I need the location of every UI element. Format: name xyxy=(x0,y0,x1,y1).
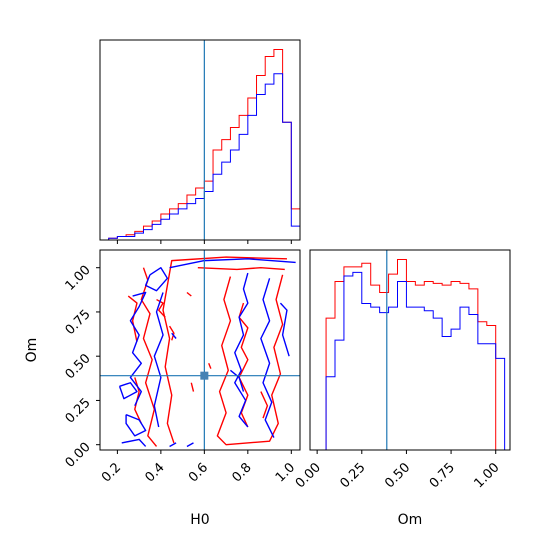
contour-blue-10 xyxy=(169,442,177,448)
contour-x-tick-label: 0.8 xyxy=(229,460,254,485)
om-marginal-x-tick-label: 0.50 xyxy=(382,460,413,491)
contour-red-11 xyxy=(208,363,212,369)
contour-blue-8 xyxy=(279,302,290,357)
h0-marginal-x-ticks xyxy=(116,240,292,244)
contour-frame xyxy=(99,249,301,451)
contour-red-4 xyxy=(197,267,285,271)
contour-blue-13 xyxy=(229,369,245,392)
contour-blue-0 xyxy=(144,267,169,292)
contour-x-axis-label: H0 xyxy=(190,512,209,528)
contour-x-tick-label: 0.6 xyxy=(186,460,211,485)
contour-blue-2 xyxy=(125,413,147,437)
om-marginal-x-tick-label: 0.75 xyxy=(427,460,458,491)
om-marginal-x-tick-label: 1.00 xyxy=(471,460,502,491)
contour-truth-point xyxy=(200,371,209,380)
contour-red-8 xyxy=(260,391,269,419)
h0-om-contour-panel: 0.2 0.4 0.6 0.8 1.0 0.000.250.500.751.00 H0 … xyxy=(24,249,301,528)
contour-y-tick-label: 0.00 xyxy=(63,440,94,471)
om-marginal-series xyxy=(317,259,506,451)
contour-blue-7 xyxy=(260,278,275,438)
om-histogram-red xyxy=(317,259,505,451)
contour-blue-9 xyxy=(121,438,147,447)
om-marginal-x-axis-label: Om xyxy=(398,512,423,528)
contour-x-ticks: 0.2 0.4 0.6 0.8 1.0 xyxy=(99,450,298,485)
om-marginal-x-tick-label: 0.00 xyxy=(293,460,324,491)
om-marginal-panel: 0.00 0.25 0.50 0.75 1.00 Om xyxy=(293,249,511,528)
om-histogram-blue xyxy=(317,271,506,451)
contour-red-5 xyxy=(216,274,284,446)
contour-lines xyxy=(118,256,296,448)
contour-y-tick-label: 0.25 xyxy=(63,395,94,426)
contour-y-ticks: 0.00 0.25 0.50 0.75 1.00 xyxy=(63,263,100,471)
contour-truth-marker xyxy=(100,250,300,450)
contour-blue-6 xyxy=(234,272,249,428)
contour-blue-3 xyxy=(118,382,138,400)
contour-y-tick-label: 0.75 xyxy=(63,307,94,338)
contour-x-tick-label: 0.2 xyxy=(99,460,124,485)
contour-y-tick-label: 0.50 xyxy=(63,351,94,382)
contour-red-0 xyxy=(140,267,158,447)
contour-x-tick-label: 0.4 xyxy=(142,460,167,485)
contour-red-10 xyxy=(190,382,195,392)
contour-blue-1 xyxy=(129,291,147,407)
contour-red-1 xyxy=(127,295,138,343)
h0-marginal-panel xyxy=(99,39,301,244)
contour-blue-4 xyxy=(153,292,164,428)
contour-blue-12 xyxy=(171,332,177,339)
om-marginal-x-ticks: 0.00 0.25 0.50 0.75 1.00 xyxy=(293,450,503,491)
contour-blue-5 xyxy=(169,258,296,269)
om-marginal-frame xyxy=(309,249,511,451)
contour-red-3 xyxy=(162,256,287,444)
contour-red-12 xyxy=(186,291,192,297)
contour-red-6 xyxy=(168,325,175,341)
om-marginal-x-tick-label: 0.25 xyxy=(338,460,369,491)
h0-marginal-frame xyxy=(99,39,301,241)
contour-y-tick-label: 1.00 xyxy=(63,263,94,294)
contour-blue-11 xyxy=(186,442,194,448)
contour-y-axis-label: Om xyxy=(24,338,40,363)
